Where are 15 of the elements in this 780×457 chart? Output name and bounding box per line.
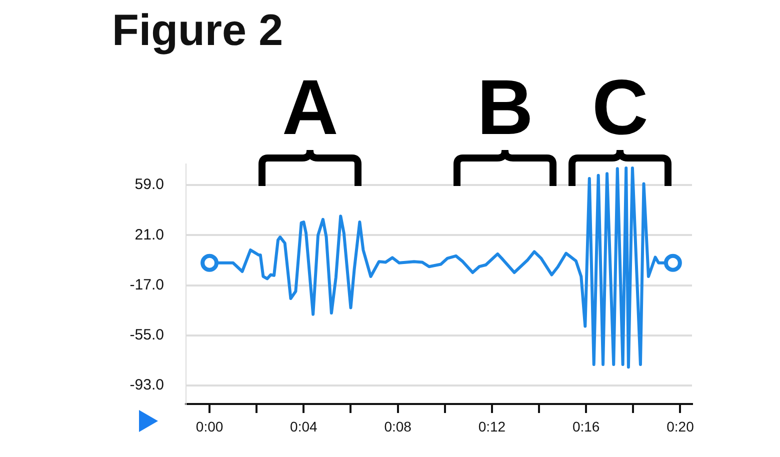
x-tick-label: 0:16 bbox=[572, 418, 600, 434]
y-tick-label: 21.0 bbox=[134, 226, 164, 244]
y-tick-label: -55.0 bbox=[130, 326, 164, 344]
y-tick-label: -93.0 bbox=[130, 376, 164, 394]
x-tick-label: 0:12 bbox=[478, 418, 506, 434]
y-tick-label: -17.0 bbox=[130, 276, 164, 294]
text: B bbox=[477, 63, 534, 151]
x-tick-label: 0:04 bbox=[290, 418, 318, 434]
text: A bbox=[282, 63, 338, 151]
chart-title: Figure 2 bbox=[112, 6, 284, 56]
x-tick-label: 0:00 bbox=[196, 418, 224, 434]
text: C bbox=[592, 63, 648, 151]
y-tick-label: 59.0 bbox=[134, 176, 164, 194]
x-tick-label: 0:08 bbox=[384, 418, 412, 434]
x-tick-label: 0:20 bbox=[666, 418, 694, 434]
